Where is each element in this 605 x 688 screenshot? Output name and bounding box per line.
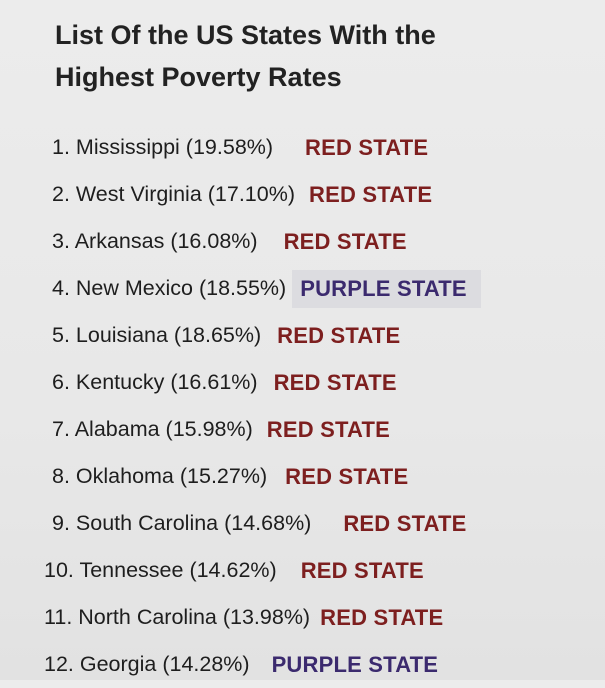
list-item: 4. New Mexico (18.55%) PURPLE STATE xyxy=(52,265,592,312)
state-entry: 5. Louisiana (18.65%) xyxy=(52,323,262,347)
state-entry: 6. Kentucky (16.61%) xyxy=(52,370,258,394)
party-tag: RED STATE xyxy=(300,557,424,583)
page-title: List Of the US States With the Highest P… xyxy=(55,14,575,98)
poverty-list: 1. Mississippi (19.58%) RED STATE 2. Wes… xyxy=(44,124,592,688)
list-item: 9. South Carolina (14.68%) RED STATE xyxy=(52,500,592,547)
list-item: 1. Mississippi (19.58%) RED STATE xyxy=(52,124,592,171)
state-entry: 1. Mississippi (19.58%) xyxy=(52,135,274,159)
state-entry: 8. Oklahoma (15.27%) xyxy=(52,464,268,488)
party-tag: RED STATE xyxy=(283,228,407,254)
party-tag-highlighted: PURPLE STATE xyxy=(292,269,481,308)
title-line-1: List Of the US States With the xyxy=(55,20,436,50)
state-entry: 4. New Mexico (18.55%) xyxy=(52,276,287,300)
list-item: 3. Arkansas (16.08%) RED STATE xyxy=(52,218,592,265)
state-entry: 12. Georgia (14.28%) xyxy=(44,652,250,676)
party-tag: RED STATE xyxy=(305,134,429,160)
party-tag: RED STATE xyxy=(285,463,409,489)
state-entry: 2. West Virginia (17.10%) xyxy=(52,182,295,206)
party-tag: RED STATE xyxy=(266,416,391,442)
list-item: 7. Alabama (15.98%) RED STATE xyxy=(52,406,592,453)
state-entry: 7. Alabama (15.98%) xyxy=(52,417,253,441)
state-entry: 3. Arkansas (16.08%) xyxy=(52,229,258,253)
state-entry: 9. South Carolina (14.68%) xyxy=(52,511,312,535)
list-item: 6. Kentucky (16.61%) RED STATE xyxy=(52,359,592,406)
party-tag: RED STATE xyxy=(343,510,467,536)
title-line-2: Highest Poverty Rates xyxy=(55,62,342,92)
party-tag: RED STATE xyxy=(320,604,444,630)
list-item: 12. Georgia (14.28%) PURPLE STATE xyxy=(44,641,592,688)
party-tag: RED STATE xyxy=(273,369,397,395)
list-item: 5. Louisiana (18.65%) RED STATE xyxy=(52,312,592,359)
party-tag: RED STATE xyxy=(309,181,433,207)
list-item: 2. West Virginia (17.10%) RED STATE xyxy=(52,171,592,218)
list-item: 10. Tennessee (14.62%) RED STATE xyxy=(44,547,592,594)
party-tag: PURPLE STATE xyxy=(271,651,439,677)
list-item: 8. Oklahoma (15.27%) RED STATE xyxy=(52,453,592,500)
party-tag: RED STATE xyxy=(277,322,401,348)
state-entry: 11. North Carolina (13.98%) xyxy=(44,605,311,629)
list-item: 11. North Carolina (13.98%) RED STATE xyxy=(44,594,592,641)
state-entry: 10. Tennessee (14.62%) xyxy=(44,558,277,582)
